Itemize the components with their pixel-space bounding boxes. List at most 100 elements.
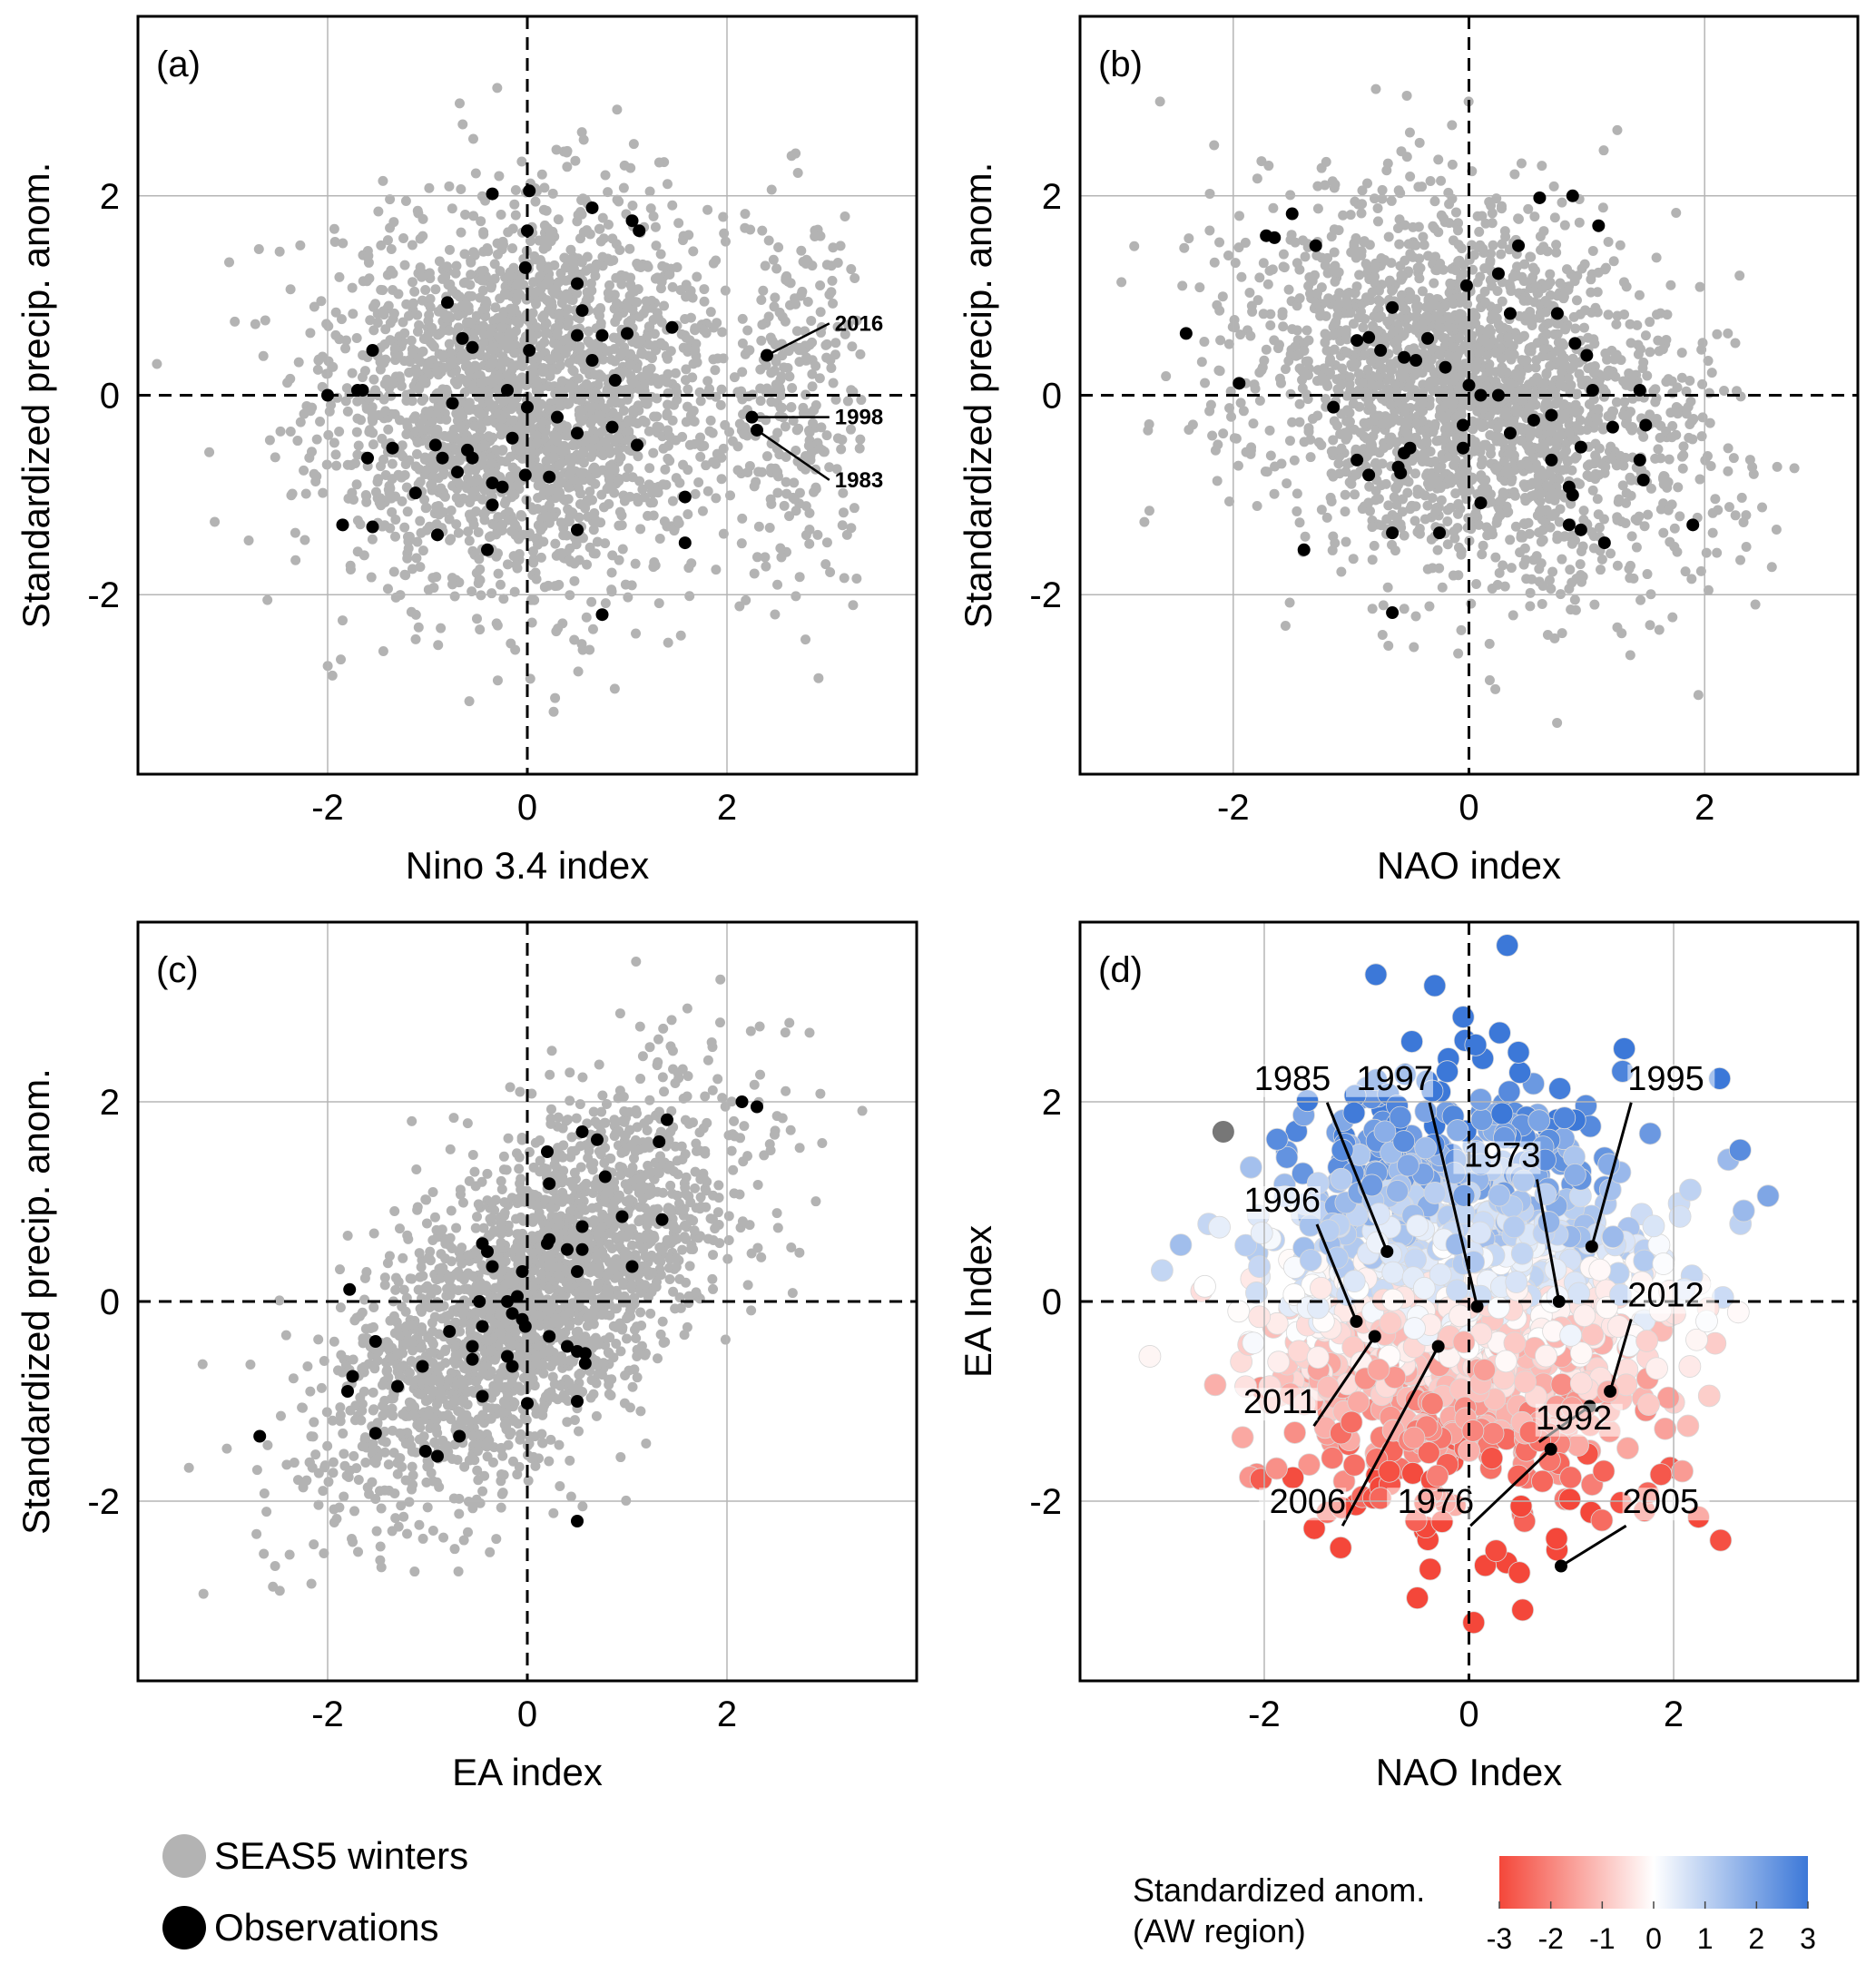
seas5-point (425, 293, 436, 304)
seas5-point (716, 384, 727, 395)
seas5-point (624, 290, 635, 301)
seas5-point (1531, 355, 1542, 366)
seas5-point (1671, 207, 1682, 218)
seas5-point (591, 259, 602, 270)
seas5-point (480, 296, 491, 307)
seas5-point (575, 341, 585, 352)
seas5-point (736, 538, 747, 549)
seas5-point (587, 393, 598, 404)
seas5-point (376, 284, 387, 295)
seas5-point (1390, 545, 1400, 556)
observation-point (441, 296, 454, 309)
seas5-point (1287, 324, 1298, 335)
seas5-point (1409, 642, 1419, 653)
seas5-point (1477, 455, 1488, 466)
seas5-point (551, 283, 562, 294)
seas5-point (499, 395, 510, 406)
seas5-point (457, 300, 467, 311)
seas5-point (1316, 505, 1327, 516)
seas5-point (539, 182, 550, 193)
seas5-point (1408, 251, 1419, 262)
seas5-point (428, 472, 439, 483)
seas5-point (1209, 257, 1220, 268)
seas5-point (451, 289, 462, 300)
seas5-point (658, 479, 669, 490)
seas5-point (1527, 574, 1537, 584)
seas5-point (1312, 203, 1323, 214)
observation-point (431, 528, 444, 542)
seas5-point (466, 270, 476, 280)
seas5-point (613, 411, 624, 422)
seas5-point (687, 372, 698, 383)
seas5-point (1571, 389, 1582, 400)
seas5-point (757, 225, 768, 236)
seas5-point (1385, 366, 1396, 377)
seas5-point (548, 430, 559, 441)
seas5-point (1303, 426, 1314, 437)
seas5-point (828, 298, 839, 309)
seas5-point (585, 451, 596, 462)
seas5-point (1357, 199, 1368, 210)
seas5-point (758, 285, 769, 296)
seas5-point (1500, 406, 1511, 417)
seas5-point (1207, 430, 1218, 441)
seas5-point (451, 260, 462, 271)
seas5-point (331, 460, 342, 471)
seas5-point (531, 430, 542, 441)
seas5-point (659, 300, 670, 311)
seas5-point (378, 454, 389, 465)
seas5-point (1669, 523, 1680, 534)
seas5-point (1667, 612, 1678, 623)
seas5-point (784, 511, 795, 522)
seas5-point (1665, 280, 1676, 290)
seas5-point (1199, 337, 1210, 348)
seas5-point (471, 614, 482, 624)
seas5-point (457, 349, 467, 360)
seas5-point (1506, 354, 1517, 365)
seas5-point (1376, 253, 1387, 264)
seas5-point (531, 299, 542, 309)
seas5-point (478, 320, 489, 331)
seas5-point (427, 339, 437, 349)
seas5-point (1196, 357, 1207, 368)
seas5-point (583, 326, 594, 337)
seas5-point (464, 509, 475, 520)
seas5-point (1285, 190, 1296, 201)
seas5-point (689, 438, 700, 449)
seas5-point (648, 447, 659, 458)
seas5-point (312, 364, 323, 375)
seas5-point (589, 369, 600, 380)
seas5-point (1487, 584, 1498, 594)
seas5-point (575, 353, 585, 364)
seas5-point (504, 270, 515, 281)
seas5-point (1312, 410, 1323, 421)
seas5-point (790, 293, 800, 304)
seas5-point (543, 263, 554, 274)
seas5-point (326, 399, 337, 410)
seas5-point (544, 232, 555, 243)
seas5-point (334, 426, 345, 437)
seas5-point (516, 417, 527, 428)
seas5-point (1317, 372, 1328, 383)
seas5-point (437, 398, 448, 408)
seas5-point (1323, 293, 1334, 304)
seas5-point (810, 400, 821, 411)
seas5-point (1404, 127, 1415, 138)
seas5-point (1688, 414, 1699, 425)
seas5-point (1529, 490, 1540, 501)
seas5-point (275, 426, 286, 437)
seas5-point (493, 568, 504, 579)
seas5-point (581, 378, 592, 389)
seas5-point (1466, 524, 1477, 535)
seas5-point (243, 535, 254, 546)
observation-point (486, 498, 499, 512)
observation-point (608, 374, 622, 388)
seas5-point (554, 386, 565, 397)
seas5-point (471, 362, 482, 373)
seas5-point (1747, 462, 1758, 473)
seas5-point (786, 151, 797, 162)
seas5-point (1432, 545, 1443, 555)
seas5-point (543, 512, 554, 523)
seas5-point (635, 335, 646, 346)
seas5-point (814, 443, 825, 454)
